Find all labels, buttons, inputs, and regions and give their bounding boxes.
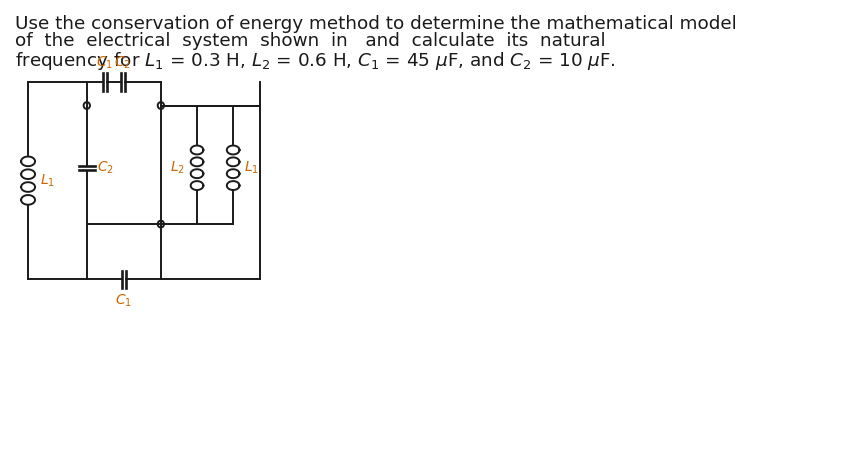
Text: $C_1$: $C_1$ <box>115 292 132 309</box>
Text: $C_2$: $C_2$ <box>114 55 131 71</box>
Text: of  the  electrical  system  shown  in   and  calculate  its  natural: of the electrical system shown in and ca… <box>14 32 605 50</box>
Text: Use the conservation of energy method to determine the mathematical model: Use the conservation of energy method to… <box>14 15 736 33</box>
Text: $L_2$: $L_2$ <box>170 159 185 176</box>
Text: $L_1$: $L_1$ <box>40 172 55 189</box>
Text: $C_2$: $C_2$ <box>96 159 113 176</box>
Text: $C_1$: $C_1$ <box>96 55 113 71</box>
Text: frequency for $L_1$ = 0.3 H, $L_2$ = 0.6 H, $C_1$ = 45 $\mu$F, and $C_2$ = 10 $\: frequency for $L_1$ = 0.3 H, $L_2$ = 0.6… <box>14 50 615 72</box>
Text: $L_1$: $L_1$ <box>244 159 259 176</box>
